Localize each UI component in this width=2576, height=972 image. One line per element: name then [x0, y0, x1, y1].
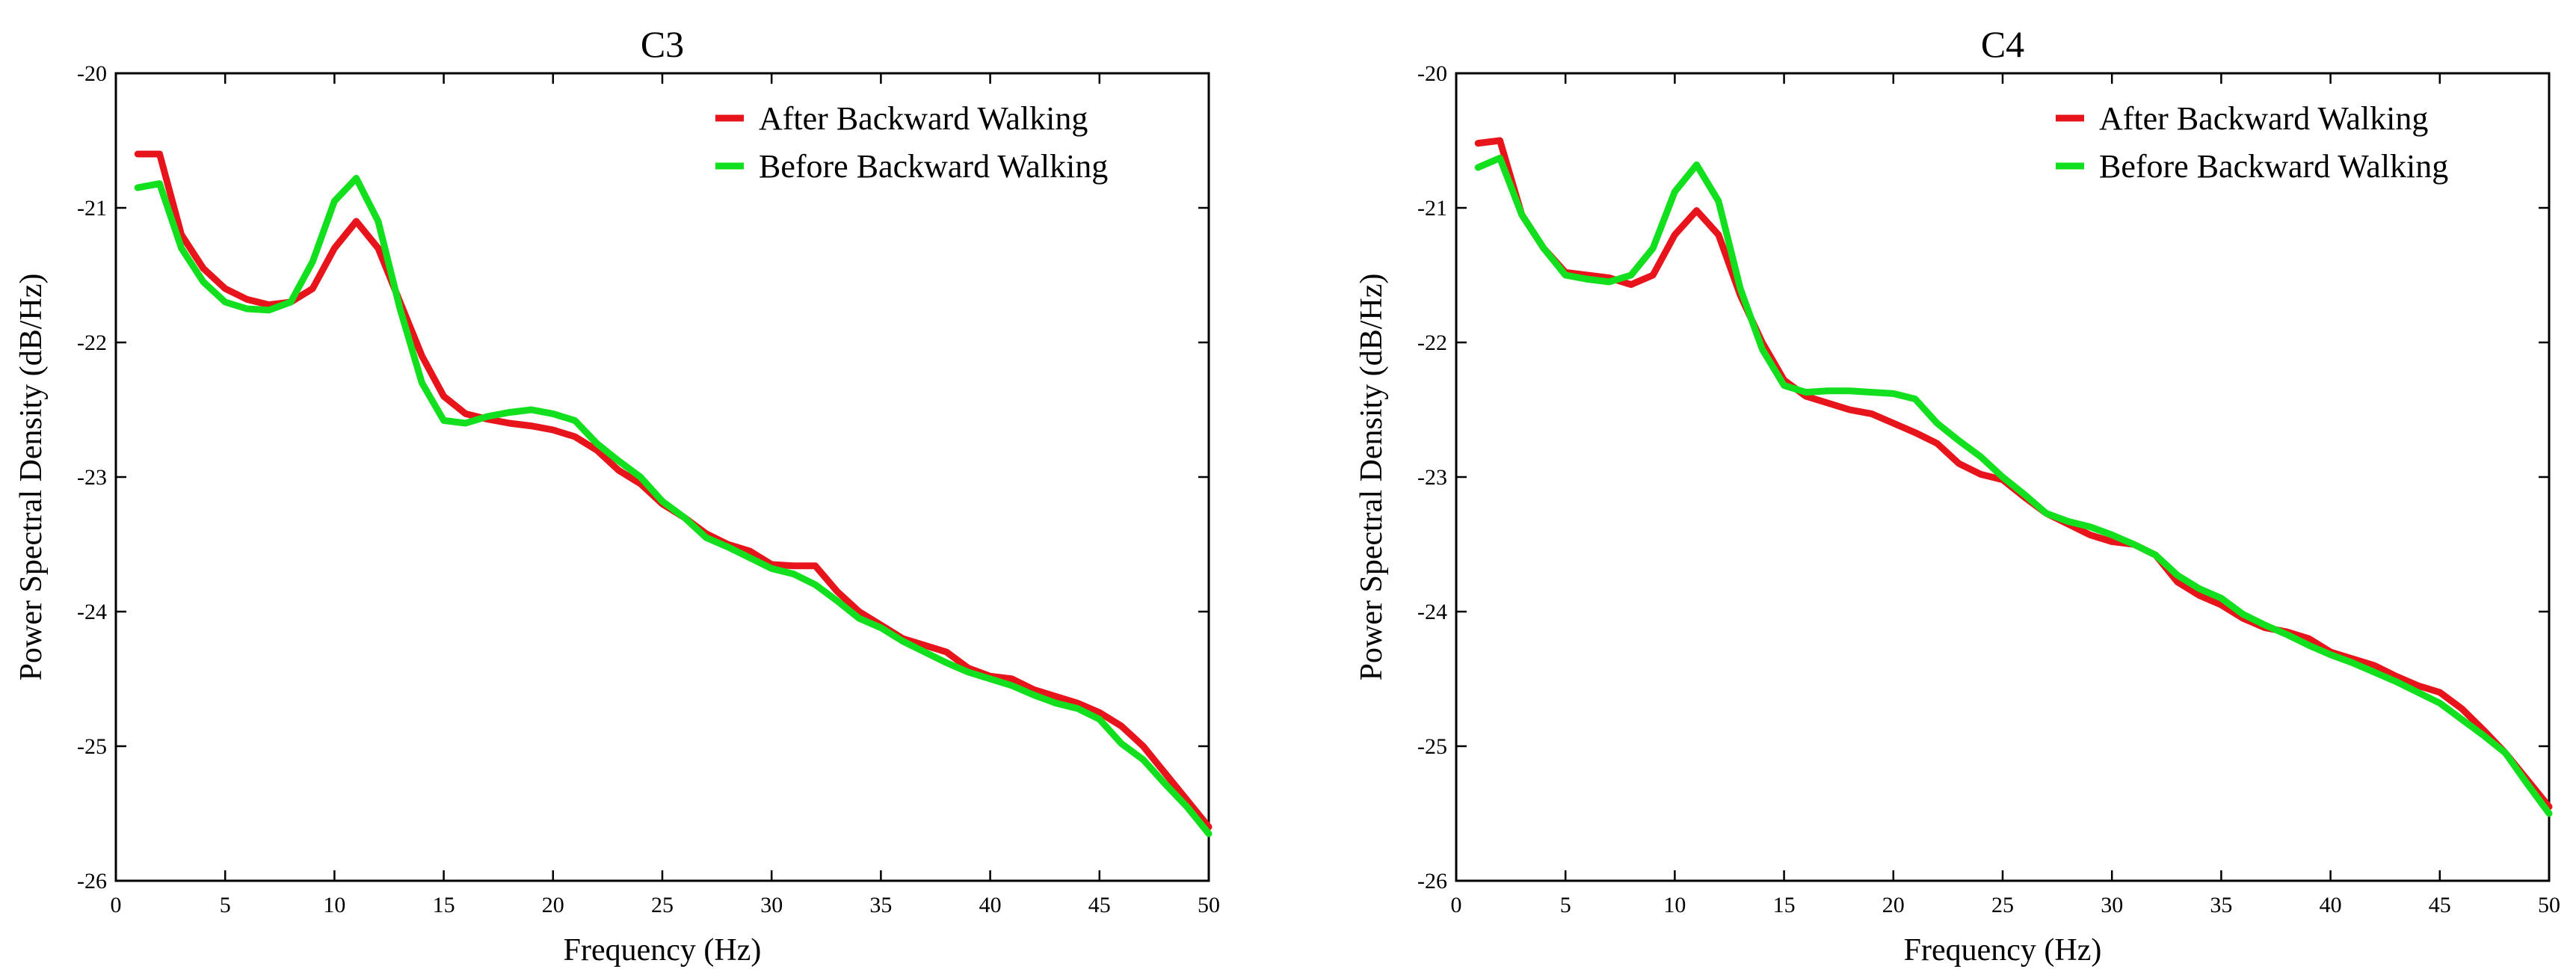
x-tick-label: 10 [1663, 893, 1686, 917]
x-axis-label: Frequency (Hz) [564, 933, 762, 968]
legend-label: Before Backward Walking [2099, 148, 2448, 185]
chart-panel-c3: C3 0 5 10 15 20 25 30 35 40 45 50 -26 -25 -24 -23 -22 -21… [14, 23, 1220, 968]
x-tick-label: 30 [760, 893, 783, 917]
y-tick-label: -23 [1417, 465, 1447, 490]
x-tick-label: 35 [2210, 893, 2232, 917]
y-tick-label: -25 [1417, 734, 1447, 759]
y-tick-label: -25 [77, 734, 107, 759]
y-tick-label: -21 [1417, 196, 1447, 221]
series-line-after [134, 150, 1212, 831]
x-tick-label: 50 [1198, 893, 1220, 917]
y-tick-label: -24 [1417, 600, 1447, 624]
x-tick-label: 25 [1991, 893, 2014, 917]
y-tick-label: -23 [77, 465, 107, 490]
chart-panel-c4: C4 0 5 10 15 20 25 30 35 40 45 50 -26 -25 -24 -23 -22 -21… [1355, 23, 2560, 968]
series-line-after [1474, 137, 2553, 810]
x-tick-label: 15 [1773, 893, 1796, 917]
x-axis-label: Frequency (Hz) [1904, 933, 2102, 968]
x-tick-label: 45 [1088, 893, 1111, 917]
y-tick-label: -20 [1417, 61, 1447, 86]
x-tick-label: 40 [979, 893, 1002, 917]
x-tick-label: 50 [2538, 893, 2560, 917]
y-axis-label: Power Spectral Density (dB/Hz) [1355, 274, 1389, 681]
plot-frame [114, 72, 1210, 882]
y-tick-label: -22 [77, 330, 107, 355]
x-tick-label: 15 [433, 893, 455, 917]
x-tick-label: 40 [2320, 893, 2342, 917]
y-axis-label: Power Spectral Density (dB/Hz) [14, 274, 49, 681]
x-tick-label: 0 [1451, 893, 1462, 917]
series-line-before [134, 174, 1212, 837]
x-tick-label: 10 [323, 893, 345, 917]
x-tick-label: 5 [1560, 893, 1571, 917]
y-tick-label: -20 [77, 61, 107, 86]
series-line-before [1474, 154, 2553, 817]
y-tick-label: -26 [77, 869, 107, 893]
legend-label: After Backward Walking [759, 100, 1088, 137]
x-tick-label: 0 [111, 893, 122, 917]
x-tick-label: 45 [2429, 893, 2451, 917]
y-tick-label: -22 [1417, 330, 1447, 355]
x-tick-label: 20 [1882, 893, 1905, 917]
x-tick-label: 30 [2101, 893, 2123, 917]
x-tick-label: 35 [869, 893, 892, 917]
chart-title: C3 [641, 23, 684, 65]
y-tick-label: -26 [1417, 869, 1447, 893]
y-tick-label: -24 [77, 600, 107, 624]
legend-label: After Backward Walking [2099, 100, 2428, 137]
legend-label: Before Backward Walking [759, 148, 1108, 185]
y-tick-label: -21 [77, 196, 107, 221]
x-tick-label: 20 [542, 893, 564, 917]
x-tick-label: 25 [651, 893, 674, 917]
x-tick-label: 5 [220, 893, 231, 917]
chart-title: C4 [1981, 23, 2024, 65]
